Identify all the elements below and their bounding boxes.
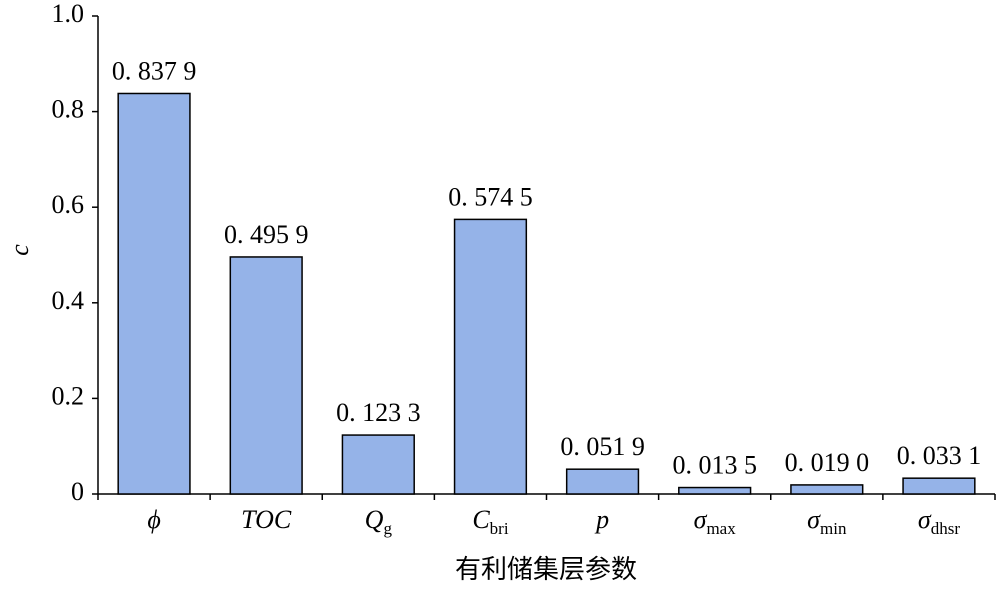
x-tick-label-sub: min [820,519,847,538]
x-tick-label: Cbri [472,505,509,538]
x-tick-label-base: σ [694,505,708,534]
bar [565,468,640,495]
x-tick-label-base: TOC [241,505,292,534]
x-tick-label: σmin [807,505,847,538]
x-tick-label-base: ϕ [147,505,160,534]
y-tick-label: 0 [71,477,84,506]
y-tick-label: 0.2 [52,381,85,410]
x-tick-label: σmax [694,505,737,538]
x-tick-label: TOC [241,505,292,534]
bar [678,486,752,495]
value-label: 0. 019 0 [785,448,870,477]
y-tick-label: 0.8 [52,95,85,124]
x-tick-label-base: p [594,505,609,534]
value-label: 0. 574 5 [448,182,533,211]
y-tick-label: 0.6 [52,190,85,219]
x-tick-label-base: σ [918,505,932,534]
x-tick-label-base: σ [807,505,821,534]
x-tick-label: ϕ [147,505,160,534]
y-tick-label: 1.0 [52,0,85,28]
x-tick-label-base: C [472,505,490,534]
value-label: 0. 495 9 [224,220,309,249]
x-tick-label: Qg [365,505,393,538]
y-axis-label: c [5,244,34,256]
x-tick-label: σdhsr [918,505,960,538]
bar [229,256,303,495]
x-tick-label-base: Q [365,505,384,534]
x-tick-label-sub: g [383,519,392,538]
value-label: 0. 033 1 [897,441,982,470]
x-tick-label-sub: dhsr [931,519,961,538]
value-label: 0. 013 5 [672,451,757,480]
value-label: 0. 051 9 [560,432,645,461]
bar [341,434,415,495]
bar [453,218,528,495]
x-tick-label-sub: max [706,519,736,538]
value-label: 0. 123 3 [336,398,421,427]
bar [790,484,864,495]
x-tick-label-sub: bri [490,519,509,538]
value-label: 0. 837 9 [112,56,197,85]
y-tick-label: 0.4 [52,286,85,315]
bar [902,477,976,495]
x-tick-label: p [594,505,609,534]
x-axis-label: 有利储集层参数 [455,555,637,584]
bar [117,92,191,495]
